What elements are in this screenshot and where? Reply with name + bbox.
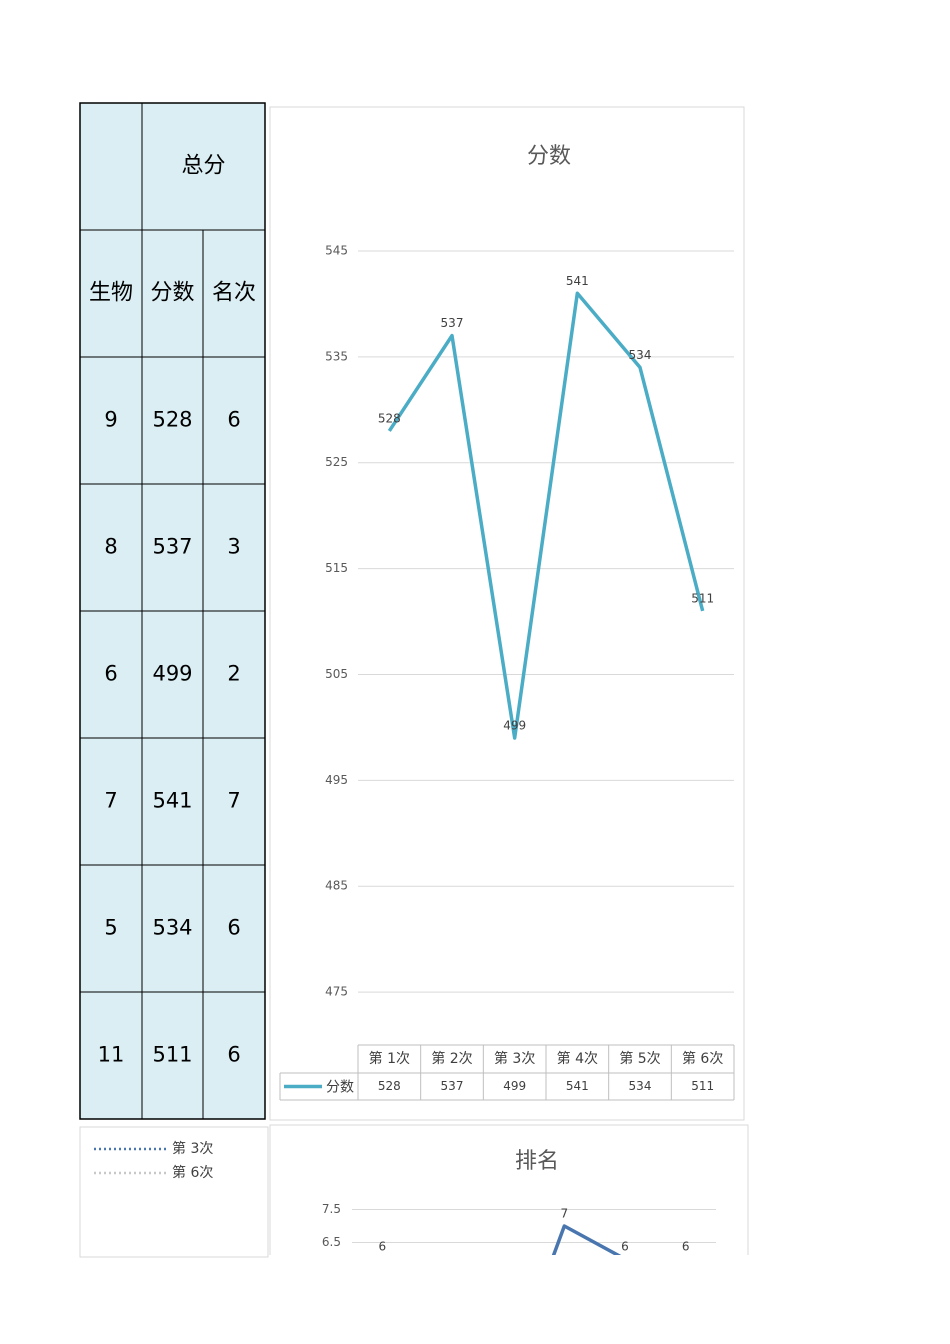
chart: 排名7.56.5632766 (269, 1124, 749, 1344)
legend-label: 第 3次 (172, 1140, 213, 1157)
category-label: 第 5次 (619, 1050, 660, 1067)
chart-title: 排名 (515, 1149, 559, 1174)
series-line (387, 291, 705, 740)
y-tick-label: 495 (325, 773, 348, 787)
data-label: 537 (441, 316, 464, 330)
category-label: 第 3次 (494, 1050, 535, 1067)
table-cell: 6 (227, 408, 240, 432)
category-label: 第 6次 (682, 1050, 723, 1067)
category-label: 第 2次 (431, 1050, 472, 1067)
dt-value: 499 (503, 1079, 526, 1093)
chart-frame (269, 106, 745, 1121)
column-header: 名次 (212, 281, 256, 306)
y-tick-label: 6.5 (322, 1235, 341, 1249)
dt-value: 528 (378, 1079, 401, 1093)
dt-value: 511 (691, 1079, 714, 1093)
y-tick-label: 475 (325, 985, 348, 999)
table-cell: 7 (227, 789, 240, 813)
y-tick-label: 525 (325, 455, 348, 469)
chart-frame (269, 1124, 749, 1255)
data-label: 6 (682, 1240, 690, 1254)
category-label: 第 4次 (557, 1050, 598, 1067)
column-header: 生物 (89, 281, 133, 306)
data-label: 3 (439, 1339, 447, 1344)
chart: 分数 475 485 495 505 515 525 535 545 528 537 499 541 53… (269, 106, 745, 1121)
table-cell: 6 (227, 916, 240, 940)
table-cell: 2 (227, 662, 240, 686)
y-tick-label: 505 (325, 667, 348, 681)
category-label: 第 1次 (369, 1050, 410, 1067)
y-tick-label: 535 (325, 349, 348, 363)
table-cell: 11 (98, 1043, 125, 1067)
legend-label: 第 6次 (172, 1164, 213, 1181)
table-cell: 3 (227, 535, 240, 559)
data-label: 528 (378, 411, 401, 425)
table-cell: 499 (152, 662, 192, 686)
dt-value: 537 (441, 1079, 464, 1093)
legend-label: 分数 (326, 1080, 354, 1096)
table-cell: 528 (152, 408, 192, 432)
data-label: 7 (561, 1207, 569, 1221)
table-cell: 534 (152, 916, 192, 940)
table-cell: 541 (152, 789, 192, 813)
data-label: 541 (566, 274, 589, 288)
dt-value: 534 (629, 1079, 652, 1093)
table-cell: 6 (104, 662, 117, 686)
table-cell: 6 (227, 1043, 240, 1067)
data-label: 499 (503, 718, 526, 732)
chart-title: 分数 (527, 144, 571, 169)
y-tick-label: 515 (325, 561, 348, 575)
data-label: 534 (629, 348, 652, 362)
table-cell: 5 (104, 916, 117, 940)
y-tick-label: 485 (325, 879, 348, 893)
table-cell: 9 (104, 408, 117, 432)
table-cell: 511 (152, 1043, 192, 1067)
data-label: 6 (379, 1240, 387, 1254)
side-panel (79, 1126, 269, 1258)
header-group: 总分 (181, 154, 225, 179)
column-header: 分数 (150, 281, 194, 306)
y-tick-label: 7.5 (322, 1202, 341, 1216)
table-cell: 8 (104, 535, 117, 559)
table-cell: 537 (152, 535, 192, 559)
data-label: 6 (621, 1240, 629, 1254)
table-cell: 7 (104, 789, 117, 813)
dt-value: 541 (566, 1079, 589, 1093)
data-label: 511 (691, 591, 714, 605)
y-tick-label: 545 (325, 243, 348, 257)
